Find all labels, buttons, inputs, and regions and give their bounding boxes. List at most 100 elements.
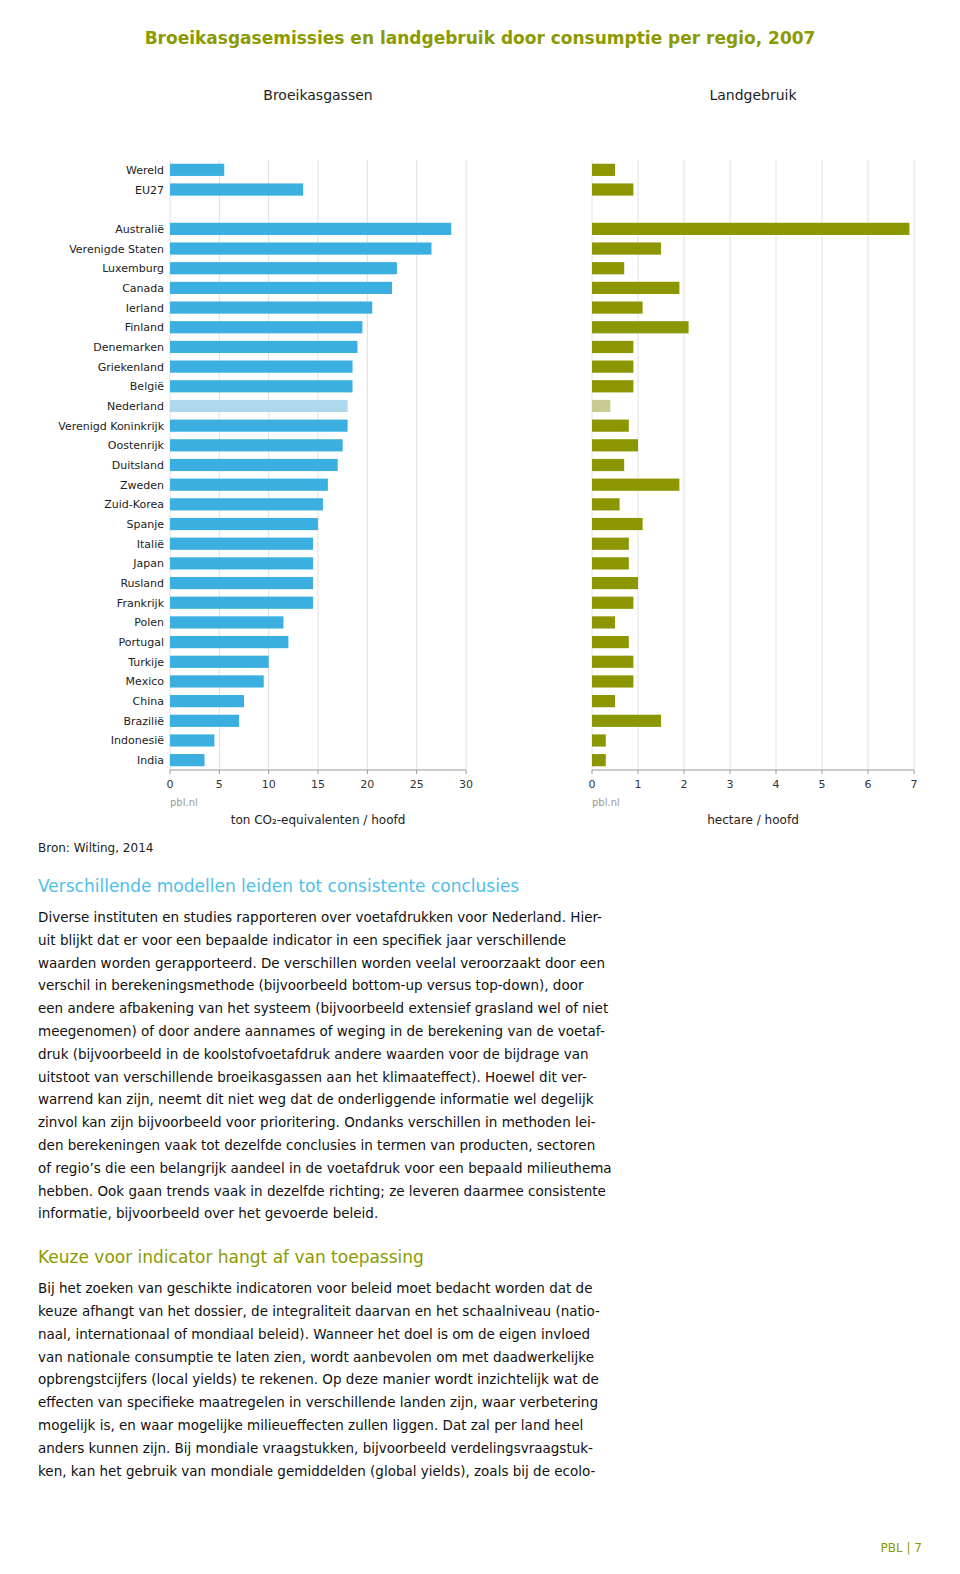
bar (170, 321, 362, 333)
bar (592, 321, 689, 333)
bar (592, 420, 629, 432)
bar (170, 183, 303, 195)
bar (592, 459, 624, 471)
category-label: Verenigd Koninkrijk (58, 420, 164, 433)
bar (592, 636, 629, 648)
tick-label: 20 (360, 778, 374, 791)
tick-label: 0 (589, 778, 596, 791)
bar (592, 164, 615, 176)
category-label: Luxemburg (102, 262, 164, 275)
bar (592, 754, 606, 766)
tick-label: 6 (865, 778, 872, 791)
page: {"title": "Broeikasgasemissies en landge… (0, 0, 960, 1574)
x-axis-label: ton CO₂-equivalenten / hoofd (231, 813, 406, 827)
category-label: Polen (134, 616, 164, 629)
bar (170, 557, 313, 569)
category-label: Spanje (126, 518, 164, 531)
bar (592, 715, 661, 727)
bar (170, 616, 283, 628)
category-label: Italië (137, 538, 164, 551)
tick-mark (367, 770, 368, 774)
category-label: Brazilië (123, 715, 164, 728)
body-line: mogelijk is, en waar mogelijke milieueff… (38, 1417, 583, 1433)
tick-label: 5 (216, 778, 223, 791)
bar (170, 538, 313, 550)
bar (170, 203, 171, 215)
page-canvas: Broeikasgasemissies en landgebruik door … (0, 0, 960, 1574)
tick-mark (638, 770, 639, 774)
tick-label: 15 (311, 778, 325, 791)
page-footer: PBL | 7 (881, 1541, 922, 1555)
bar (592, 616, 615, 628)
bar (170, 518, 318, 530)
tick-mark (684, 770, 685, 774)
category-label: Ierland (126, 302, 164, 315)
x-axis-line (170, 770, 466, 771)
tick-label: 0 (167, 778, 174, 791)
category-label: EU27 (135, 184, 164, 197)
bar (592, 734, 606, 746)
category-label: Wereld (126, 164, 164, 177)
category-label: Zuid-Korea (104, 498, 164, 511)
x-axis-label: hectare / hoofd (707, 813, 799, 827)
x-axis-line (592, 770, 914, 771)
tick-mark (730, 770, 731, 774)
bar (592, 282, 679, 294)
body-line: of regio’s die een belangrijk aandeel in… (38, 1160, 612, 1176)
bar (170, 380, 353, 392)
bar (592, 301, 643, 313)
category-label: Turkije (127, 656, 164, 669)
bar (592, 183, 633, 195)
bar (170, 675, 264, 687)
bar (592, 262, 624, 274)
category-label: Canada (122, 282, 164, 295)
bar (592, 498, 620, 510)
tick-label: 25 (410, 778, 424, 791)
bar (170, 262, 397, 274)
source: Bron: Wilting, 2014 (38, 841, 153, 855)
bar (592, 597, 633, 609)
bar (592, 538, 629, 550)
category-label: China (133, 695, 164, 708)
chart: Landgebruik01234567pbl.nlhectare / hoofd (589, 87, 918, 827)
bar (170, 577, 313, 589)
bar (170, 301, 372, 313)
body-line: van nationale consumptie te laten zien, … (38, 1349, 594, 1365)
bar (170, 597, 313, 609)
category-label: Mexico (126, 675, 165, 688)
bar (170, 479, 328, 491)
tick-label: 2 (681, 778, 688, 791)
category-label: Oostenrijk (108, 439, 165, 452)
tick-mark (822, 770, 823, 774)
bar (170, 242, 431, 254)
bar (170, 636, 288, 648)
tick-label: 10 (262, 778, 276, 791)
body-line: druk (bijvoorbeeld in de koolstofvoetafd… (38, 1046, 588, 1062)
chart-title: Broeikasgassen (263, 87, 372, 103)
bar (592, 223, 909, 235)
category-label: Japan (132, 557, 164, 570)
grid-line (868, 160, 869, 770)
bar (592, 203, 593, 215)
bar (170, 715, 239, 727)
bar (592, 361, 633, 373)
category-label: Zweden (120, 479, 164, 492)
bar (592, 656, 633, 668)
body-line: naal, internationaal of mondiaal beleid)… (38, 1326, 590, 1342)
category-label: Rusland (120, 577, 164, 590)
bar (170, 223, 451, 235)
annotation: pbl.nl (592, 797, 620, 808)
body-line: warrend kan zijn, neemt dit niet weg dat… (38, 1091, 594, 1107)
category-label: Verenigde Staten (69, 243, 164, 256)
category-label: Duitsland (112, 459, 164, 472)
chart-title: Landgebruik (709, 87, 797, 103)
bar (170, 282, 392, 294)
grid-line (776, 160, 777, 770)
tick-mark (776, 770, 777, 774)
bar (170, 498, 323, 510)
bar (170, 439, 343, 451)
section-heading: Verschillende modellen leiden tot consis… (38, 876, 519, 896)
grid-line (914, 160, 915, 770)
bar (592, 577, 638, 589)
category-label: Finland (125, 321, 164, 334)
